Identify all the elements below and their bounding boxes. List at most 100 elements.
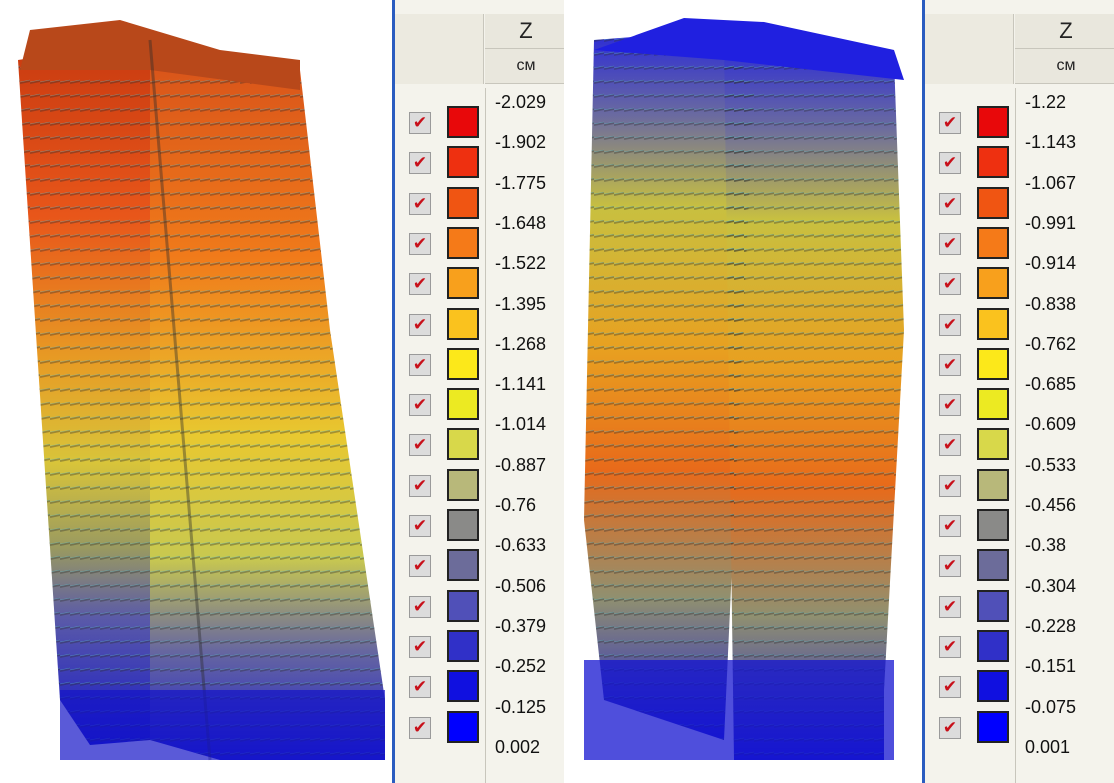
- legend-checkbox[interactable]: ✔: [409, 353, 431, 376]
- legend-checkbox[interactable]: ✔: [939, 313, 961, 336]
- legend-checkbox[interactable]: ✔: [939, 112, 961, 134]
- legend-value: -0.125: [495, 696, 547, 717]
- legend-divider: [1015, 88, 1016, 783]
- legend-checkbox[interactable]: ✔: [409, 676, 431, 699]
- legend-row: ✔: [395, 304, 485, 344]
- legend-checkbox[interactable]: ✔: [409, 434, 431, 457]
- legend-checkbox[interactable]: ✔: [939, 394, 961, 417]
- legend-value: -1.395: [495, 293, 547, 314]
- legend-checkbox[interactable]: ✔: [939, 515, 961, 537]
- left-legend-panel: Z см ✔ ✔ ✔ ✔ ✔ ✔ ✔ ✔ ✔ ✔ ✔ ✔ ✔ ✔ ✔ ✔ -2.029 -1.902 -1.775 -…: [392, 0, 567, 783]
- legend-row: ✔: [395, 384, 485, 424]
- legend-color-swatch: [447, 267, 479, 300]
- legend-color-swatch: [447, 106, 479, 138]
- legend-checkbox[interactable]: ✔: [939, 474, 961, 497]
- legend-checkbox[interactable]: ✔: [939, 273, 961, 296]
- left-building-model: [0, 0, 392, 783]
- legend-checkbox[interactable]: ✔: [409, 595, 431, 618]
- legend-row: ✔: [925, 505, 1015, 545]
- legend-checkbox[interactable]: ✔: [939, 635, 961, 658]
- legend-checkbox[interactable]: ✔: [939, 353, 961, 376]
- legend-checkbox[interactable]: ✔: [409, 232, 431, 255]
- legend-value: -1.067: [1025, 172, 1077, 193]
- legend-checkbox[interactable]: ✔: [939, 434, 961, 457]
- legend-checkbox[interactable]: ✔: [409, 273, 431, 296]
- legend-color-swatch: [447, 509, 479, 541]
- legend-color-swatch: [977, 549, 1009, 582]
- legend-color-swatch: [447, 347, 479, 380]
- legend-row: ✔: [395, 102, 485, 142]
- legend-checkbox[interactable]: ✔: [939, 555, 961, 578]
- legend-checkbox[interactable]: ✔: [409, 192, 431, 215]
- legend-header-corner: [925, 14, 1014, 84]
- legend-color-swatch: [977, 267, 1009, 300]
- legend-color-swatch: [977, 670, 1009, 703]
- right-building-model: [564, 0, 922, 783]
- legend-checkbox[interactable]: ✔: [409, 555, 431, 578]
- legend-value: -0.991: [1025, 212, 1077, 233]
- legend-value: -0.887: [495, 454, 547, 475]
- legend-color-swatch: [977, 710, 1009, 743]
- legend-checkbox[interactable]: ✔: [939, 716, 961, 739]
- legend-value: 0.001: [1025, 736, 1071, 757]
- legend-checkbox[interactable]: ✔: [409, 152, 431, 175]
- legend-color-swatch: [977, 307, 1009, 340]
- legend-value: -0.506: [495, 575, 547, 596]
- legend-color-swatch: [447, 146, 479, 179]
- legend-row: ✔: [925, 424, 1015, 464]
- legend-row: ✔: [925, 304, 1015, 344]
- legend-color-swatch: [977, 589, 1009, 622]
- legend-color-swatch: [447, 468, 479, 501]
- legend-value: -0.762: [1025, 333, 1077, 354]
- legend-header-z: Z: [1015, 14, 1114, 49]
- legend-value: -1.775: [495, 172, 547, 193]
- legend-checkbox[interactable]: ✔: [409, 112, 431, 134]
- legend-checkbox[interactable]: ✔: [409, 474, 431, 497]
- legend-value: -1.141: [495, 374, 547, 395]
- legend-checkbox[interactable]: ✔: [939, 232, 961, 255]
- legend-value: -0.379: [495, 615, 547, 636]
- legend-row: ✔: [925, 263, 1015, 303]
- legend-header-corner: [395, 14, 484, 84]
- legend-value: -1.143: [1025, 132, 1077, 153]
- legend-checkbox[interactable]: ✔: [939, 595, 961, 618]
- left-3d-view[interactable]: [0, 0, 392, 783]
- legend-row: ✔: [925, 465, 1015, 505]
- legend-header-unit: см: [1015, 49, 1114, 84]
- legend-checkbox[interactable]: ✔: [409, 635, 431, 658]
- legend-value: -0.075: [1025, 696, 1077, 717]
- legend-color-swatch: [447, 549, 479, 582]
- legend-color-swatch: [977, 226, 1009, 259]
- right-3d-view[interactable]: [564, 0, 922, 783]
- legend-checkbox[interactable]: ✔: [409, 394, 431, 417]
- legend-value: -0.228: [1025, 615, 1077, 636]
- legend-checkbox[interactable]: ✔: [409, 313, 431, 336]
- legend-color-swatch: [977, 186, 1009, 219]
- legend-value: -0.151: [1025, 656, 1077, 677]
- legend-value: -1.014: [495, 414, 547, 435]
- legend-color-swatch: [447, 428, 479, 461]
- legend-value: -1.902: [495, 132, 547, 153]
- right-legend-panel: Z см ✔ ✔ ✔ ✔ ✔ ✔ ✔ ✔ ✔ ✔ ✔ ✔ ✔ ✔ ✔ ✔ -1.22 -1.143 -1.067 -0…: [922, 0, 1114, 783]
- legend-row: ✔: [925, 142, 1015, 182]
- legend-row: ✔: [925, 223, 1015, 263]
- legend-checkbox[interactable]: ✔: [409, 515, 431, 537]
- legend-row: ✔: [925, 707, 1015, 747]
- legend-checkbox[interactable]: ✔: [939, 192, 961, 215]
- legend-row: ✔: [395, 183, 485, 223]
- legend-color-swatch: [447, 186, 479, 219]
- legend-row: ✔: [925, 183, 1015, 223]
- legend-value: -0.38: [1025, 535, 1067, 556]
- legend-color-swatch: [977, 428, 1009, 461]
- legend-checkbox[interactable]: ✔: [939, 676, 961, 699]
- legend-checkbox[interactable]: ✔: [409, 716, 431, 739]
- legend-row: ✔: [395, 263, 485, 303]
- legend-row: ✔: [395, 142, 485, 182]
- legend-value: -1.22: [1025, 92, 1067, 112]
- legend-checkbox[interactable]: ✔: [939, 152, 961, 175]
- legend-value: -0.304: [1025, 575, 1077, 596]
- legend-color-swatch: [977, 347, 1009, 380]
- legend-color-swatch: [447, 710, 479, 743]
- legend-color-swatch: [447, 226, 479, 259]
- legend-row: ✔: [925, 545, 1015, 585]
